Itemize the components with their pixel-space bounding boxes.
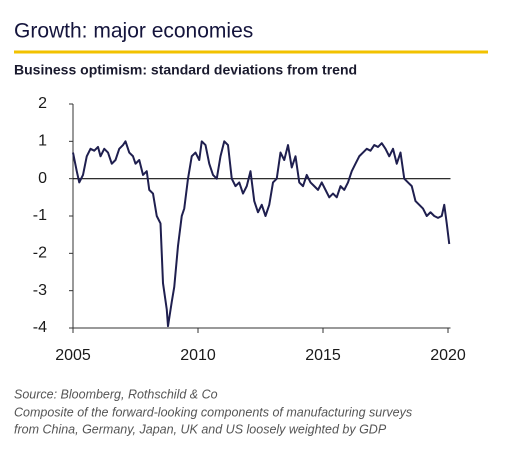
y-tick-label: -1 (33, 207, 47, 224)
y-tick-label: -2 (33, 245, 47, 262)
chart-title: Growth: major economies (14, 20, 253, 43)
y-tick-label: 2 (38, 95, 47, 112)
chart-subtitle: Business optimism: standard deviations f… (14, 62, 357, 78)
x-tick-label: 2010 (180, 347, 216, 364)
series-line (72, 140, 451, 328)
y-tick-label: 1 (38, 133, 47, 150)
x-tick-label: 2015 (305, 347, 341, 364)
y-tick-label: -4 (33, 319, 47, 336)
x-tick-label: 2005 (55, 347, 91, 364)
note: from China, Germany, Japan, UK and US lo… (14, 422, 387, 436)
x-tick-label: 2020 (430, 347, 466, 364)
y-tick-label: -3 (33, 282, 47, 299)
y-tick-label: 0 (38, 170, 47, 187)
source: Source: Bloomberg, Rothschild & Co (14, 387, 218, 401)
note: Composite of the forward-looking compone… (14, 405, 412, 419)
